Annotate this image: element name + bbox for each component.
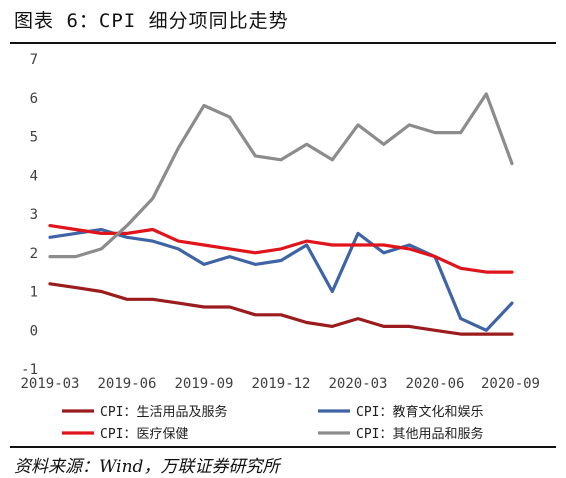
y-tick-label: 5 xyxy=(30,130,38,146)
source-note: 资料来源：Wind，万联证券研究所 xyxy=(14,457,280,477)
y-tick-label: -1 xyxy=(21,362,38,378)
y-tick-label: 0 xyxy=(30,323,38,339)
x-tick-label: 2020-06 xyxy=(405,376,464,392)
title-divider xyxy=(10,42,556,44)
x-axis-ticks: 2019-03 2019-06 2019-09 2019-12 2020-03 2020-… xyxy=(20,376,540,392)
series-line-2 xyxy=(48,224,514,274)
series-line-0 xyxy=(48,282,514,336)
y-axis-ticks: -1 0 1 2 3 4 5 6 7 xyxy=(21,52,38,378)
y-tick-label: 7 xyxy=(30,52,38,68)
y-tick-label: 6 xyxy=(30,91,38,107)
legend-label: CPI：医疗保健 xyxy=(100,427,188,442)
y-tick-label: 3 xyxy=(30,207,38,223)
x-tick-label: 2019-03 xyxy=(20,376,79,392)
legend-label: CPI：其他用品和服务 xyxy=(356,426,483,442)
page-title: 图表 6：CPI 细分项同比走势 xyxy=(14,10,289,32)
x-tick-label: 2020-03 xyxy=(328,376,387,392)
y-tick-label: 4 xyxy=(30,168,38,184)
x-tick-label: 2019-09 xyxy=(174,376,233,392)
legend: CPI：生活用品及服务 CPI：教育文化和娱乐 CPI：医疗保健 CPI：其他用品和服… xyxy=(62,404,483,442)
x-tick-label: 2019-12 xyxy=(251,376,310,392)
series-line-3 xyxy=(48,92,514,259)
series-lines xyxy=(48,92,514,336)
x-tick-label: 2020-09 xyxy=(481,376,540,392)
footer-divider xyxy=(10,446,556,448)
y-tick-label: 1 xyxy=(30,285,38,301)
x-tick-label: 2019-06 xyxy=(97,376,156,392)
y-tick-label: 2 xyxy=(30,246,38,262)
legend-label: CPI：教育文化和娱乐 xyxy=(356,404,483,420)
legend-label: CPI：生活用品及服务 xyxy=(100,404,227,420)
